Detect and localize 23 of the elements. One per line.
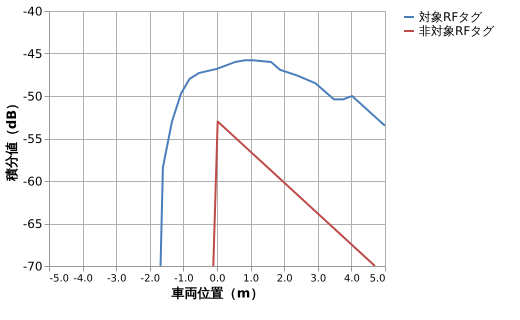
x-tick-label: -4.0 (73, 274, 93, 284)
x-tick-label: 1.0 (243, 274, 260, 284)
x-tick-label: -2.0 (140, 274, 160, 284)
x-tick-label: 3.0 (310, 274, 326, 284)
y-tick-label: -45 (22, 47, 42, 61)
y-tick-label: -60 (22, 174, 42, 188)
legend-label: 非対象RFタグ (419, 24, 496, 38)
x-tick-label: 5.0 (370, 274, 386, 284)
x-axis-title: 車両位置（m） (170, 286, 264, 302)
y-tick-label: -50 (22, 90, 42, 104)
x-tick-label: 0.0 (210, 274, 226, 284)
y-tick-label: -70 (22, 260, 42, 274)
x-tick-label: -5.0 (50, 274, 70, 284)
y-axis-title: 積分値（dB） (4, 96, 20, 182)
y-tick-label: -65 (22, 217, 42, 231)
x-tick-label: -1.0 (174, 274, 194, 284)
line-series (160, 59, 385, 266)
x-tick-label: -3.0 (106, 274, 126, 284)
x-tick-label: 4.0 (344, 274, 360, 284)
legend-label: 対象RFタグ (419, 10, 484, 24)
y-tick-label: -55 (22, 132, 42, 146)
x-tick-label: 2.0 (276, 274, 293, 284)
y-tick-label: -40 (22, 4, 42, 18)
